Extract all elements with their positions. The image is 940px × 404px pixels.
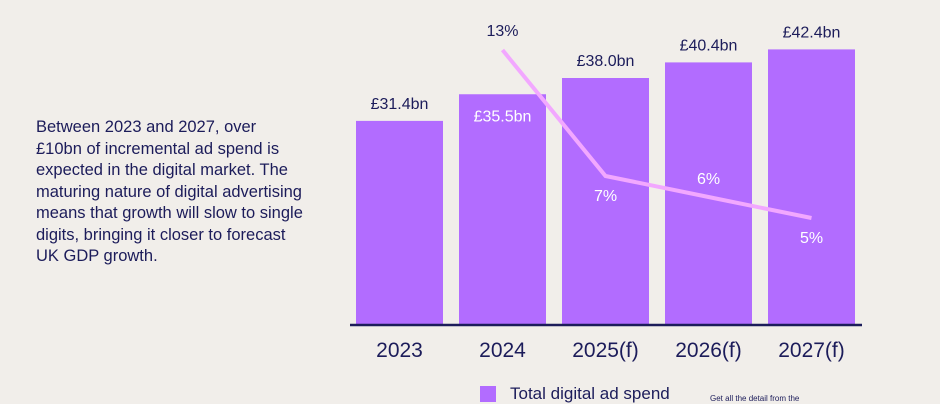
x-tick-label: 2025(f) (572, 339, 639, 362)
description-text: Between 2023 and 2027, over £10bn of inc… (36, 118, 303, 265)
x-tick-label: 2024 (479, 339, 526, 362)
x-tick-label: 2027(f) (778, 339, 845, 362)
legend: Total digital ad spend (480, 384, 670, 404)
bar (356, 120, 443, 326)
x-tick-label: 2026(f) (675, 339, 742, 362)
x-tick-label: 2023 (376, 339, 423, 362)
bar (768, 49, 855, 326)
cta-text: Get all the detail from the (710, 394, 800, 403)
bar (459, 94, 546, 325)
growth-label: 6% (697, 171, 720, 188)
legend-label: Total digital ad spend (510, 384, 670, 403)
growth-label: 7% (594, 188, 617, 205)
bar (562, 78, 649, 325)
bar-value-label: £38.0bn (577, 53, 635, 70)
bar-value-label: £42.4bn (783, 24, 841, 41)
bar-value-label: £31.4bn (371, 96, 429, 113)
growth-line (500, 48, 812, 220)
growth-label: 5% (800, 230, 823, 247)
legend-swatch (480, 386, 496, 402)
bar-value-label: £40.4bn (680, 37, 738, 54)
bar (665, 62, 752, 326)
growth-label: 13% (486, 23, 518, 40)
bar-value-label: £35.5bn (474, 108, 532, 125)
